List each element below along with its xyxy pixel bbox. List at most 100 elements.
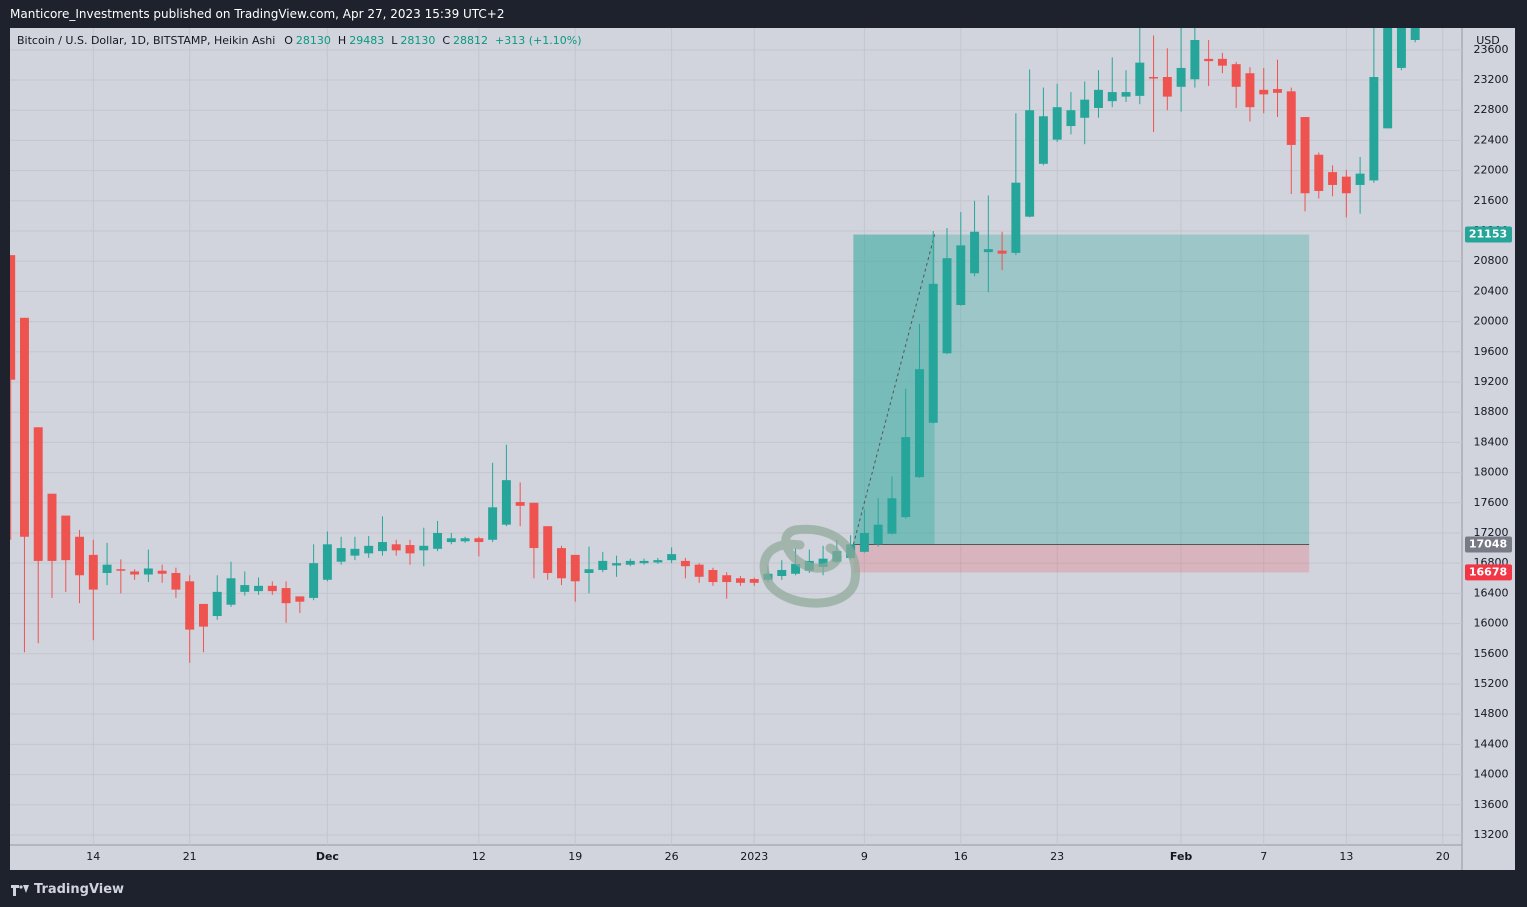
y-tick-label: 23200 — [1474, 73, 1509, 86]
y-tick-label: 15600 — [1474, 647, 1509, 660]
publisher: Manticore_Investments published on Tradi… — [10, 7, 505, 21]
candle-body — [1328, 172, 1338, 185]
x-tick-label: 12 — [472, 850, 486, 863]
candle-body — [970, 231, 980, 274]
candle-body — [267, 585, 277, 592]
symbol: Bitcoin / U.S. Dollar, 1D, BITSTAMP, Hei… — [17, 34, 276, 47]
candle-body — [88, 554, 98, 590]
candle-body — [653, 560, 663, 563]
grid — [10, 28, 1462, 845]
candle-body — [1245, 73, 1255, 108]
x-tick-label: 14 — [86, 850, 100, 863]
candle-body — [171, 572, 181, 590]
candle-body — [350, 548, 360, 556]
candle-body — [1369, 76, 1379, 181]
candle-body — [19, 317, 29, 537]
ohlc-value: 28812 — [453, 34, 489, 47]
candle-body — [433, 532, 443, 549]
candle-body — [336, 548, 346, 562]
x-tick-label: 7 — [1260, 850, 1267, 863]
footer: TradingView — [0, 872, 1527, 907]
candle-body — [570, 554, 580, 582]
y-tick-label: 14400 — [1474, 737, 1509, 750]
y-tick-label: 22000 — [1474, 164, 1509, 177]
x-tick-label: 21 — [183, 850, 197, 863]
y-tick-label: 22400 — [1474, 133, 1509, 146]
projection-line — [852, 234, 936, 545]
x-tick-label: Feb — [1170, 850, 1193, 863]
candle-body — [694, 564, 704, 577]
candle-body — [680, 560, 690, 567]
candle-body — [322, 544, 332, 580]
y-tick-label: 14000 — [1474, 768, 1509, 781]
candle-body — [1204, 58, 1214, 62]
candle-body — [1383, 28, 1393, 129]
candle-body — [736, 578, 745, 583]
candle-body — [143, 568, 153, 575]
y-tick-label: 20000 — [1474, 315, 1509, 328]
y-tick-label: 19200 — [1474, 375, 1509, 388]
candle-body — [102, 564, 112, 573]
candle-body — [1410, 28, 1420, 41]
candle-body — [419, 545, 429, 551]
y-tick-label: 17200 — [1474, 526, 1509, 539]
candle-body — [1286, 91, 1296, 145]
candle-body — [1259, 89, 1269, 95]
x-tick-label: 20 — [1436, 850, 1450, 863]
candle-body — [1314, 154, 1324, 191]
x-tick-label: 2023 — [740, 850, 768, 863]
price-label: 16678 — [1469, 565, 1507, 578]
candle-body — [928, 283, 938, 423]
candle-body — [997, 250, 1007, 254]
x-tick-label: 9 — [861, 850, 868, 863]
candle-body — [529, 502, 539, 549]
y-tick-label: 15200 — [1474, 677, 1509, 690]
candle-body — [791, 563, 801, 574]
candle-body — [364, 545, 374, 554]
logo — [11, 884, 29, 896]
candle-body — [446, 538, 456, 543]
candle-body — [1341, 176, 1351, 194]
price-label-bg — [1465, 564, 1512, 581]
candle-body — [405, 545, 415, 554]
y-tick-label: 23600 — [1474, 43, 1509, 56]
candle-body — [1231, 64, 1241, 87]
candle-body — [1121, 92, 1131, 97]
candle-body — [1052, 107, 1062, 140]
candle-body — [1396, 28, 1406, 68]
x-tick-label: Dec — [316, 850, 339, 863]
y-tick-label: 13600 — [1474, 798, 1509, 811]
candle-body — [1424, 16, 1433, 20]
y-tick-label: 16000 — [1474, 617, 1509, 630]
x-tick-label: 19 — [568, 850, 582, 863]
candle-body — [515, 502, 525, 506]
y-tick-label: 18400 — [1474, 435, 1509, 448]
ohlc-label: O — [284, 34, 293, 47]
candle-body — [887, 498, 897, 534]
price-label-bg — [1465, 226, 1512, 243]
candle-body — [708, 569, 718, 583]
candle-body — [818, 558, 828, 567]
axes: USD 13200 13600 14000 14400 14800 15200 15600 1… — [86, 34, 1512, 863]
candle-body — [33, 427, 43, 561]
x-tick-label: 26 — [665, 850, 679, 863]
candle-body — [1149, 76, 1159, 79]
ohlc-label: L — [391, 34, 398, 47]
y-tick-label: 20800 — [1474, 254, 1509, 267]
candle-body — [391, 544, 401, 551]
ohlc-label: C — [442, 34, 451, 47]
candle-body — [1066, 110, 1076, 127]
candle-body — [1025, 110, 1035, 217]
candles — [10, 16, 1433, 663]
ohlc-value: 29483 — [349, 34, 385, 47]
y-tick-label: 13200 — [1474, 828, 1509, 841]
candle-body — [488, 507, 498, 540]
candle-body — [612, 563, 622, 566]
candle-body — [639, 560, 649, 564]
ohlc-value: 28130 — [400, 34, 436, 47]
price-label: 21153 — [1469, 228, 1507, 241]
candle-body — [309, 563, 319, 598]
candle-body — [1176, 67, 1186, 87]
y-tick-label: 22800 — [1474, 103, 1509, 116]
